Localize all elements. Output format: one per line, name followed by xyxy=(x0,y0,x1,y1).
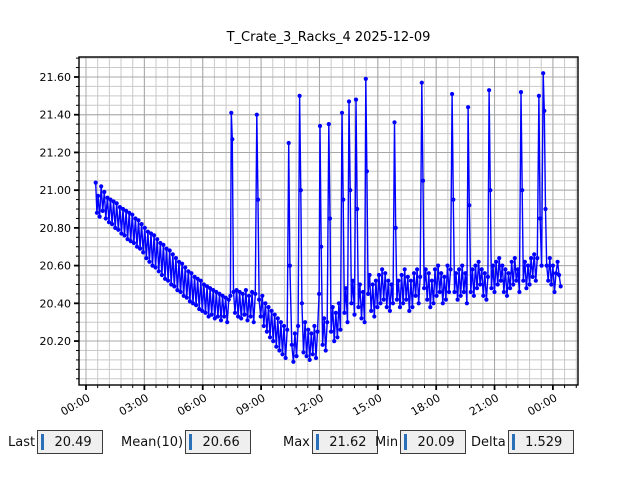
svg-text:21.20: 21.20 xyxy=(40,146,72,159)
text-cursor xyxy=(315,434,319,450)
svg-text:00:00: 00:00 xyxy=(59,391,93,418)
svg-text:21.60: 21.60 xyxy=(40,71,72,84)
svg-text:09:00: 09:00 xyxy=(234,391,268,418)
min-value: 20.09 xyxy=(417,434,455,450)
min-field[interactable]: 20.09 xyxy=(400,430,467,454)
svg-text:21.40: 21.40 xyxy=(40,109,72,122)
svg-text:20.80: 20.80 xyxy=(40,222,72,235)
stat-max: Max 21.62 xyxy=(283,428,378,456)
chart-title: T_Crate_3_Racks_4 2025-12-09 xyxy=(226,30,431,45)
svg-text:03:00: 03:00 xyxy=(117,391,151,418)
text-cursor xyxy=(404,434,408,450)
chart: 00:00 03:00 06:00 09:00 12:00 15:00 18:00 21:00… xyxy=(40,56,579,418)
mean-label: Mean(10) xyxy=(121,434,184,450)
delta-field[interactable]: 1.529 xyxy=(507,430,574,454)
mean-value: 20.66 xyxy=(202,434,240,450)
svg-text:12:00: 12:00 xyxy=(292,391,326,418)
min-label: Min xyxy=(375,434,399,450)
last-value: 20.49 xyxy=(54,434,92,450)
stats-bar: Last 20.49 Mean(10) 20.66 Max 21.62 Min xyxy=(0,428,640,458)
delta-value: 1.529 xyxy=(525,434,563,450)
max-value: 21.62 xyxy=(329,434,367,450)
svg-text:20.20: 20.20 xyxy=(40,335,72,348)
delta-label: Delta xyxy=(471,434,506,450)
text-cursor xyxy=(189,434,193,450)
last-field[interactable]: 20.49 xyxy=(37,430,104,454)
svg-text:15:00: 15:00 xyxy=(350,391,384,418)
last-label: Last xyxy=(8,434,36,450)
svg-text:21:00: 21:00 xyxy=(467,391,501,418)
max-field[interactable]: 21.62 xyxy=(311,430,378,454)
stat-last: Last 20.49 xyxy=(8,428,104,456)
svg-text:18:00: 18:00 xyxy=(409,391,443,418)
text-cursor xyxy=(41,434,45,450)
svg-text:00:00: 00:00 xyxy=(525,391,559,418)
mean-field[interactable]: 20.66 xyxy=(185,430,252,454)
stat-delta: Delta 1.529 xyxy=(471,428,574,456)
svg-text:20.60: 20.60 xyxy=(40,260,72,273)
max-label: Max xyxy=(283,434,310,450)
stat-min: Min 20.09 xyxy=(375,428,467,456)
svg-text:06:00: 06:00 xyxy=(175,391,209,418)
svg-text:20.40: 20.40 xyxy=(40,297,72,310)
text-cursor xyxy=(511,434,515,450)
svg-text:21.00: 21.00 xyxy=(40,184,72,197)
stat-mean: Mean(10) 20.66 xyxy=(121,428,252,456)
